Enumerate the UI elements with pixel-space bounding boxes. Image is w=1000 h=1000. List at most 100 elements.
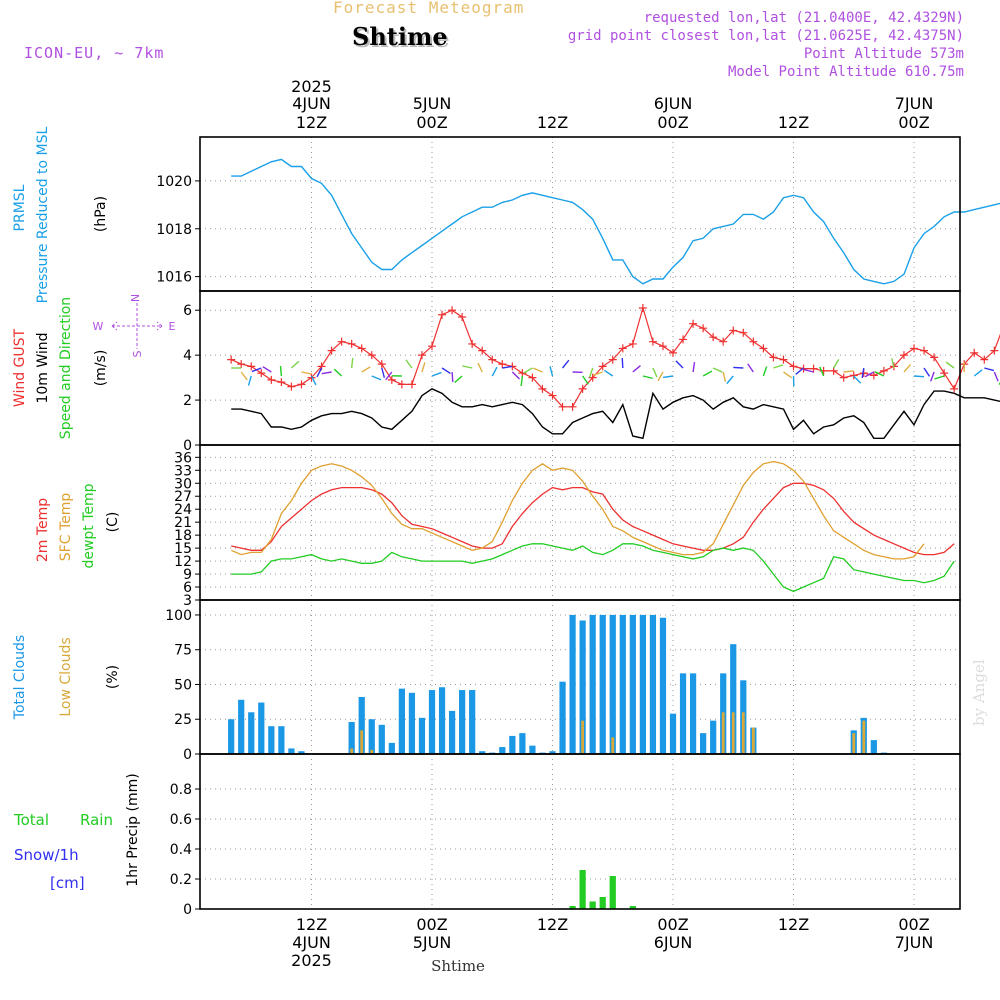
wind-direction-arrow	[477, 362, 483, 373]
total-cloud-bar	[248, 712, 255, 754]
total-cloud-bar	[569, 614, 576, 754]
y-tick-label: 0.8	[170, 782, 192, 798]
rain-bar	[629, 906, 636, 909]
wind-direction-arrow	[431, 371, 442, 377]
wind-direction-arrow	[511, 371, 521, 380]
gust-marker	[428, 342, 436, 351]
gust-marker	[759, 344, 768, 353]
total-cloud-bar	[499, 747, 506, 754]
compass-n: N	[129, 294, 142, 302]
panel-clouds: 0 25 50 75 100	[165, 599, 961, 763]
gust-marker	[689, 319, 698, 328]
gust-marker	[548, 391, 557, 400]
total-cloud-bar	[639, 614, 646, 754]
gust-marker	[578, 384, 587, 393]
total-cloud-bar	[459, 690, 466, 754]
wind-direction-arrow	[864, 371, 875, 378]
location-title: Shtime	[352, 22, 448, 51]
gust-marker	[769, 353, 778, 362]
wind-direction-arrow	[405, 359, 413, 369]
total-cloud-bar	[278, 726, 285, 754]
top-tick-date: 4JUN	[292, 94, 331, 113]
wind-unit-label: (m/s)	[93, 350, 109, 387]
precip-unit-label: 1hr Precip (mm)	[125, 773, 141, 886]
rain-bar	[589, 901, 596, 909]
wind-direction-arrow	[930, 371, 935, 382]
wind-direction-arrow	[903, 363, 912, 373]
gust-marker	[879, 366, 888, 375]
bottom-tick-hour: 00Z	[657, 915, 688, 934]
top-tick-date: 7JUN	[895, 94, 934, 113]
gust-marker	[679, 335, 688, 344]
wind-direction-arrow	[240, 371, 248, 381]
wind-direction-arrow	[316, 367, 323, 378]
wind-direction-arrow	[588, 367, 594, 378]
footer-location: Shtime	[431, 957, 485, 975]
total-cloud-bar	[479, 751, 486, 754]
gust-marker	[347, 339, 356, 348]
wind-direction-arrow	[371, 375, 382, 381]
low-cloud-bar	[751, 727, 755, 754]
wind-direction-arrow	[381, 367, 386, 378]
total-cloud-bar	[609, 614, 616, 754]
gust-marker	[397, 380, 406, 389]
y-tick-label: 0.2	[170, 872, 192, 888]
total-cloud-bar	[529, 745, 536, 754]
prmsl-line	[231, 158, 1000, 285]
pressure-label-long: Pressure Reduced to MSL	[35, 126, 51, 303]
wind-direction-arrow	[861, 367, 865, 378]
compass-rose-icon	[111, 303, 163, 349]
total-cloud-bar	[348, 722, 355, 754]
low-cloud-bar	[741, 712, 745, 754]
total-cloud-bar	[679, 673, 687, 754]
total-cloud-bar	[659, 617, 667, 754]
total-cloud-bar	[599, 614, 606, 754]
gust-marker	[699, 324, 708, 333]
wind-direction-arrow	[454, 375, 463, 384]
rain-bar	[599, 897, 606, 909]
wind-direction-arrow	[301, 371, 312, 375]
low-cloud-bar	[721, 712, 725, 754]
gust-label: Wind GUST	[12, 328, 28, 407]
total-cloud-bar	[469, 690, 476, 754]
wind-direction-arrow	[290, 360, 300, 369]
gust-marker	[648, 337, 657, 346]
wind-direction-arrow	[891, 358, 895, 369]
total-cloud-bar	[388, 742, 395, 754]
y-tick-label: 9	[183, 567, 192, 583]
bottom-tick-hour: 00Z	[416, 915, 447, 934]
gust-marker	[337, 337, 346, 346]
temp-2m-label: 2m Temp	[35, 498, 51, 562]
watermark: by Angel	[970, 659, 988, 726]
bottom-tick-date: 6JUN	[654, 933, 693, 952]
total-cloud-bar	[669, 713, 677, 754]
gust-marker	[528, 373, 537, 382]
gust-marker	[377, 360, 386, 369]
panel-wind: 0 2 4 6	[183, 290, 1000, 454]
y-tick-label: 50	[174, 677, 192, 693]
bottom-tick-date: 5JUN	[413, 933, 452, 952]
clouds-unit-label: (%)	[105, 665, 121, 689]
total-cloud-bar	[378, 724, 385, 754]
low-cloud-bar	[360, 730, 364, 754]
total-cloud-bar	[629, 614, 636, 754]
rain-bar	[569, 906, 576, 909]
wind-direction-arrow	[262, 366, 272, 373]
total-cloud-bar	[619, 614, 626, 754]
wind-direction-arrow	[833, 358, 840, 369]
wind-direction-arrow	[310, 375, 317, 386]
y-tick-label: 36	[174, 450, 192, 466]
y-tick-label: 4	[183, 348, 192, 364]
low-clouds-label: Low Clouds	[58, 637, 74, 716]
y-tick-label: 21	[174, 515, 192, 531]
wind-direction-arrow	[913, 375, 925, 378]
wind-direction-arrow	[993, 371, 999, 382]
chart-subtitle: Forecast Meteogram	[333, 0, 525, 17]
wind-direction-arrow	[853, 375, 862, 384]
total-cloud-bar	[418, 717, 426, 754]
bottom-tick-year: 2025	[291, 951, 332, 970]
gust-line	[230, 305, 1000, 408]
gust-marker	[970, 348, 979, 357]
y-tick-label: 24	[174, 502, 192, 518]
